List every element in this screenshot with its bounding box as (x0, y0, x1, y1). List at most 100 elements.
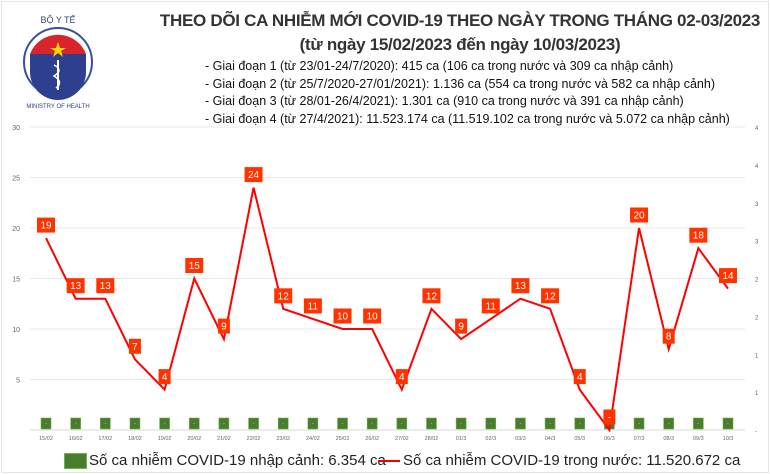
chart-title: THEO DÕI CA NHIỄM MỚI COVID-19 THEO NGÀY… (159, 11, 761, 30)
domestic-data-label-box (333, 308, 352, 324)
y-right-tick-label: 2 (755, 315, 759, 321)
domestic-data-label: 13 (100, 281, 112, 292)
domestic-data-label: 10 (337, 312, 349, 323)
import-data-label: - (431, 421, 433, 427)
import-data-label: - (164, 421, 166, 427)
import-data-label: - (549, 421, 551, 427)
domestic-data-label-box (303, 298, 322, 314)
legend-import: Số ca nhiễm COVID-19 nhập cảnh: 6.354 ca (64, 452, 386, 469)
x-tick-label: 15/02 (39, 436, 53, 442)
domestic-data-label: 24 (248, 170, 260, 181)
import-data-label: - (104, 421, 106, 427)
domestic-data-label-box (274, 288, 293, 304)
x-tick-label: 24/02 (306, 436, 320, 442)
y-right-tick-label: 3 (755, 202, 759, 208)
x-tick-label: 03/3 (515, 436, 526, 442)
domestic-data-label-box (395, 369, 408, 385)
phase-summary: - Giai đoạn 1 (từ 23/01-24/7/2020): 415 … (205, 58, 730, 128)
y-right-tick-label: 4 (755, 126, 759, 132)
y-left-tick-label: 25 (12, 176, 20, 183)
domestic-data-label: 18 (693, 231, 705, 242)
domestic-data-label-box (455, 318, 468, 334)
domestic-data-label: - (608, 413, 611, 424)
domestic-data-label: 14 (722, 271, 734, 282)
x-tick-label: 27/02 (395, 436, 409, 442)
phase-4: - Giai đoạn 4 (từ 27/4/2021): 11.523.174… (205, 111, 730, 126)
legend-swatch-red (378, 459, 400, 462)
import-data-label: - (490, 421, 492, 427)
import-data-label: - (312, 421, 314, 427)
import-bar (188, 417, 200, 430)
x-tick-label: 17/02 (98, 436, 112, 442)
domestic-data-label: 12 (278, 291, 290, 302)
domestic-data-label-box (603, 409, 616, 425)
import-bar (396, 417, 408, 430)
import-bar (307, 417, 319, 430)
y-left-tick-label: 20 (12, 226, 20, 233)
import-data-label: - (134, 421, 136, 427)
logo-text-top: BỘ Y TẾ (40, 15, 75, 25)
x-tick-label: 23/02 (276, 436, 290, 442)
phase-3: - Giai đoạn 3 (từ 28/01-26/4/2021): 1.30… (205, 94, 684, 108)
domestic-data-label-box (185, 258, 204, 273)
x-tick-label: 10/3 (723, 436, 734, 442)
import-data-label: - (520, 421, 522, 427)
import-bar (574, 417, 586, 430)
import-bar (455, 417, 467, 430)
domestic-data-label-box (541, 288, 560, 304)
domestic-data-label: 9 (221, 322, 227, 333)
y-right-tick-label: 4 (755, 164, 759, 170)
domestic-data-label-box (363, 308, 382, 324)
import-bar (159, 417, 170, 430)
domestic-data-label-box (573, 369, 586, 385)
import-bar (693, 417, 704, 430)
x-tick-label: 01/3 (456, 436, 467, 442)
x-tick-label: 08/3 (663, 436, 674, 442)
domestic-data-label: 12 (426, 291, 438, 302)
domestic-data-label-box (689, 227, 708, 243)
import-bar (366, 417, 378, 430)
domestic-data-label-box (158, 369, 171, 385)
import-bar (129, 417, 141, 430)
x-tick-label: 19/02 (158, 436, 172, 442)
y-left-tick-label: 30 (12, 125, 20, 132)
import-bar (248, 417, 259, 430)
legend-domestic: Số ca nhiễm COVID-19 trong nước: 11.520.… (378, 452, 740, 469)
legend-swatch-green (64, 452, 87, 469)
y-left-tick-label: 15 (12, 277, 20, 284)
legend-import-label: Số ca nhiễm COVID-19 nhập cảnh: 6.354 ca (89, 452, 386, 469)
domestic-data-label-box (422, 288, 441, 304)
import-bar (722, 417, 734, 430)
x-tick-label: 21/02 (217, 436, 231, 442)
domestic-data-label-box (630, 207, 649, 223)
x-tick-label: 26/02 (365, 436, 379, 442)
import-bar (426, 417, 437, 430)
x-tick-label: 07/3 (634, 436, 645, 442)
domestic-line (45, 187, 729, 433)
domestic-data-label-box (96, 278, 115, 294)
domestic-data-label: 9 (458, 322, 464, 333)
domestic-data-label-box (128, 338, 141, 354)
import-bar (100, 417, 111, 430)
import-data-label: - (698, 421, 700, 427)
import-bar (337, 417, 348, 430)
domestic-data-label: 4 (399, 372, 405, 383)
x-tick-label: 25/02 (336, 436, 350, 442)
domestic-data-label-box (511, 278, 530, 294)
x-tick-label: 09/3 (693, 436, 704, 442)
import-data-label: - (45, 421, 47, 427)
domestic-data-label-box (37, 217, 55, 233)
y-left-tick-label: 5 (16, 378, 20, 385)
import-bar (218, 417, 230, 430)
domestic-data-label: 11 (486, 301, 497, 312)
phase-2: - Giai đoạn 2 (từ 25/7/2020-27/01/2021):… (205, 76, 715, 91)
domestic-data-label: 19 (40, 221, 52, 232)
ministry-logo: BỘ Y TẾ MINISTRY OF HEALTH (23, 15, 93, 110)
x-tick-label: 04/3 (545, 436, 556, 442)
import-data-label: - (253, 421, 255, 427)
import-data-label: - (460, 421, 462, 427)
y-left-tick-label: 10 (12, 327, 20, 334)
import-bar (515, 417, 526, 430)
y-right-tick-label: 1 (755, 391, 759, 397)
